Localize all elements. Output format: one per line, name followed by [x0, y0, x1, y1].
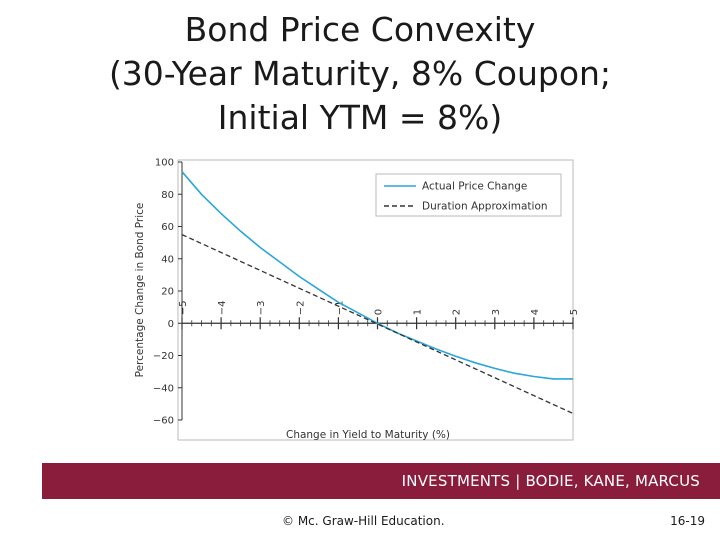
y-tick-label: 0	[168, 319, 174, 330]
y-axis-label: Percentage Change in Bond Price	[134, 203, 146, 378]
banner-text: INVESTMENTS | BODIE, KANE, MARCUS	[401, 472, 700, 490]
y-tick-label: 20	[161, 287, 174, 298]
y-tick-label: 100	[155, 158, 174, 169]
title-line-2: (30-Year Maturity, 8% Coupon;	[108, 54, 612, 93]
x-tick-label: 0	[374, 309, 385, 315]
x-tick-label: −2	[295, 301, 306, 316]
actual-price-change-line	[181, 171, 573, 380]
slide-title: Bond Price Convexity (30-Year Maturity, …	[0, 8, 720, 140]
title-line-3: Initial YTM = 8%)	[217, 98, 503, 137]
legend-box	[375, 173, 562, 217]
x-tick-label: −5	[178, 301, 189, 316]
convexity-chart: 100 80 60 40 20 0 −20 −40 −60 −5 −4 −3 −2 −1 0 1 2 3 4 5 Ac…	[134, 158, 580, 442]
title-line-1: Bond Price Convexity	[184, 10, 536, 49]
x-tick-label: −3	[256, 301, 267, 316]
x-tick-label: 3	[491, 309, 502, 315]
x-axis-label: Change in Yield to Maturity (%)	[286, 429, 450, 441]
publisher-banner: INVESTMENTS | BODIE, KANE, MARCUS	[42, 463, 720, 499]
x-tick-label: 4	[530, 309, 541, 315]
x-tick-label: 1	[413, 309, 424, 315]
x-tick-label: −4	[217, 301, 228, 316]
series-layer	[181, 171, 574, 415]
legend: Actual Price Change Duration Approximatio…	[375, 173, 562, 217]
y-tick-label: −60	[153, 416, 174, 427]
x-tick-label: 5	[569, 309, 580, 315]
y-tick-label: −20	[153, 351, 174, 362]
footer-page-number: 16-19	[670, 514, 705, 528]
y-tick-label: −40	[153, 383, 174, 394]
legend-label: Actual Price Change	[422, 181, 527, 193]
axes-layer: 100 80 60 40 20 0 −20 −40 −60 −5 −4 −3 −2 −1 0 1 2 3 4 5	[153, 158, 580, 427]
y-tick-label: 80	[161, 190, 174, 201]
y-tick-label: 40	[161, 254, 174, 265]
x-tick-label: 2	[452, 309, 463, 315]
y-tick-label: 60	[161, 222, 174, 233]
x-tick-label: −1	[334, 301, 345, 316]
footer-copyright: © Mc. Graw-Hill Education.	[282, 514, 445, 528]
legend-label: Duration Approximation	[422, 201, 548, 213]
